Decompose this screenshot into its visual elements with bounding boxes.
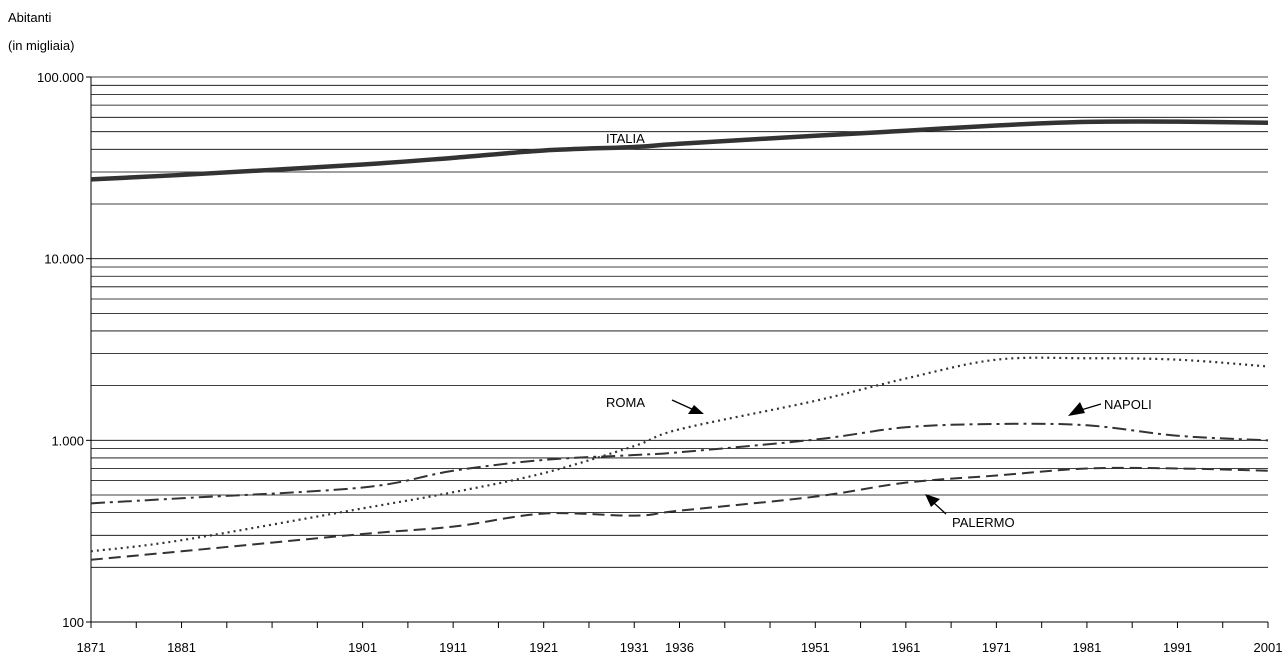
annotation-roma: ROMA	[606, 395, 645, 410]
annotation-italia: ITALIA	[606, 131, 645, 146]
x-tick-label: 1981	[1072, 640, 1101, 655]
arrow-palermo-head	[925, 494, 940, 507]
series-lines	[90, 119, 1269, 561]
y-ticks: 100 1.000 10.000 100.000	[37, 70, 91, 630]
x-tick-label: 2001	[1254, 640, 1283, 655]
annotations: ITALIA ROMA NAPOLI PALERMO	[606, 131, 1152, 530]
series-line-palermo	[90, 466, 1269, 561]
x-tick-label: 1901	[348, 640, 377, 655]
axes	[90, 77, 1268, 623]
x-tick-label: 1921	[529, 640, 558, 655]
arrow-roma-head	[688, 405, 704, 414]
x-ticks: 1871 1881 1901 1911 1921 1931 1936 1951 1961 1971…	[77, 622, 1283, 655]
arrow-napoli-head	[1068, 402, 1085, 416]
x-tick-label: 1911	[439, 640, 467, 655]
x-tick-label: 1991	[1163, 640, 1192, 655]
x-tick-label: 1971	[982, 640, 1011, 655]
series-line-roma	[90, 356, 1269, 553]
arrow-roma-line	[671, 399, 695, 411]
grid	[91, 76, 1268, 568]
y-axis-title-line-1: Abitanti	[8, 10, 51, 25]
x-tick-label: 1961	[891, 640, 920, 655]
series-line-italia	[90, 119, 1269, 182]
arrow-palermo-line	[933, 502, 947, 515]
annotation-napoli: NAPOLI	[1104, 397, 1152, 412]
y-axis-title-line-2: (in migliaia)	[8, 38, 74, 53]
y-tick-label: 1.000	[51, 433, 84, 448]
x-tick-label: 1881	[167, 640, 196, 655]
y-tick-label: 100.000	[37, 70, 84, 85]
annotation-palermo: PALERMO	[952, 515, 1015, 530]
y-tick-label: 100	[62, 615, 84, 630]
x-tick-label: 1931	[620, 640, 649, 655]
x-tick-label: 1951	[801, 640, 830, 655]
x-tick-label: 1936	[665, 640, 694, 655]
series-line-napoli	[90, 422, 1269, 505]
y-tick-label: 10.000	[44, 252, 84, 267]
arrow-napoli-line	[1080, 403, 1102, 411]
x-tick-label: 1871	[77, 640, 106, 655]
